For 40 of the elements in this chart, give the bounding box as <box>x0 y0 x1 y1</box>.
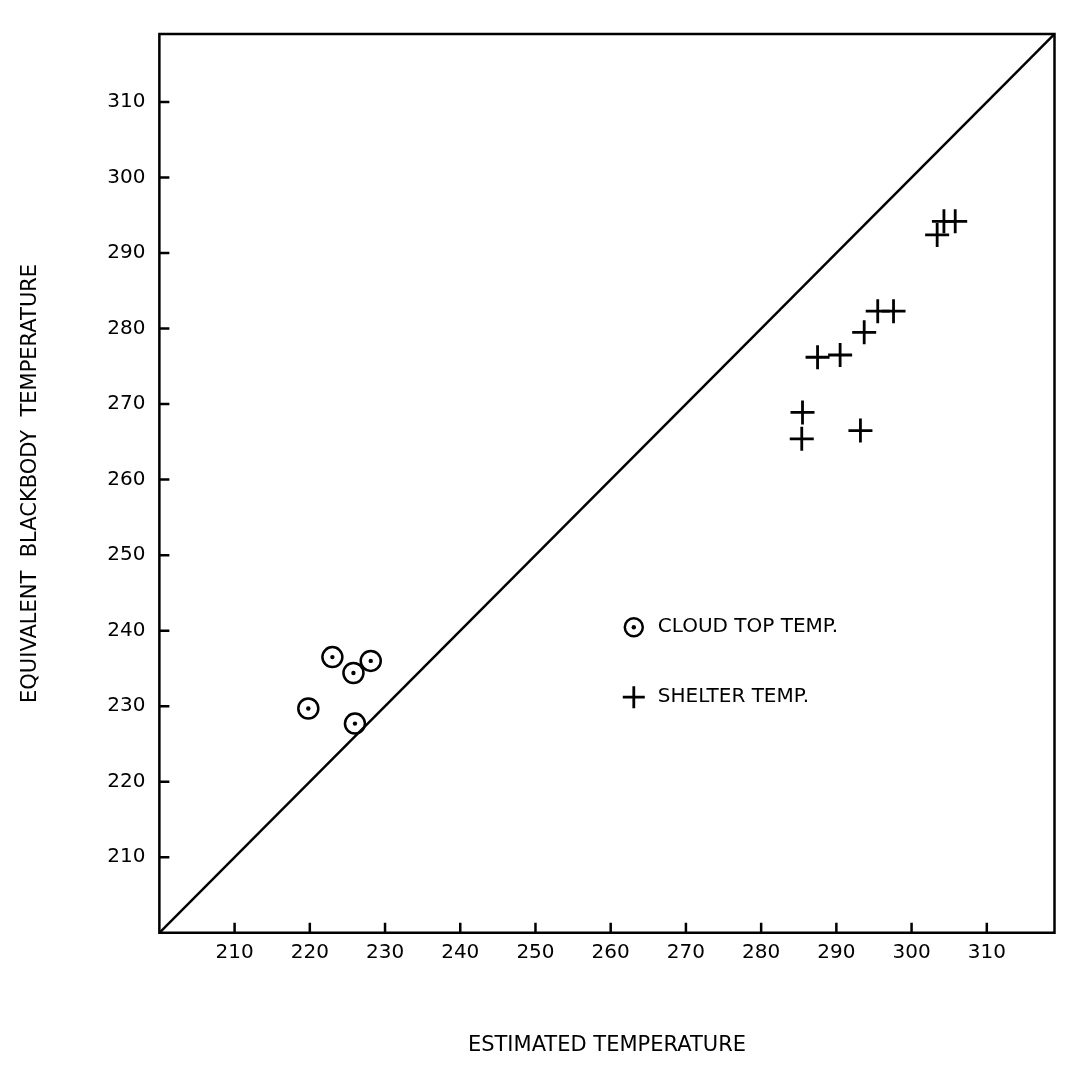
y-tick-label: 290 <box>107 239 146 264</box>
y-tick-label: 210 <box>107 843 146 868</box>
x-tick-label: 240 <box>441 939 480 963</box>
x-tick-label: 250 <box>516 939 555 963</box>
x-tick-label: 230 <box>365 939 405 963</box>
y-tick-label: 230 <box>107 692 146 717</box>
legend-label: CLOUD TOP TEMP. <box>657 613 839 638</box>
y-tick-label: 270 <box>107 390 146 415</box>
x-tick-label: 310 <box>967 939 1006 963</box>
point <box>925 222 950 247</box>
point <box>790 400 815 425</box>
point <box>848 418 873 443</box>
point <box>297 697 320 720</box>
x-axis-title: ESTIMATED TEMPERATURE <box>467 1031 746 1056</box>
point <box>342 661 365 685</box>
point <box>805 345 830 370</box>
x-tick-label: 280 <box>742 939 781 963</box>
y-tick-label: 220 <box>107 767 146 792</box>
x-tick-label: 270 <box>666 939 706 963</box>
x-tick-label: 210 <box>215 939 254 963</box>
x-tick-label: 260 <box>591 939 630 963</box>
y-tick-label: 260 <box>107 465 146 490</box>
y-tick-label: 280 <box>107 314 146 339</box>
point <box>789 426 814 451</box>
y-tick-label: 300 <box>107 163 146 188</box>
y-tick-label: 310 <box>107 88 146 113</box>
point <box>828 343 853 367</box>
point <box>321 645 344 669</box>
point <box>852 320 877 345</box>
point <box>881 299 906 324</box>
point <box>343 712 367 735</box>
y-axis-title: EQUIVALENT BLACKBODY TEMPERATURE <box>17 263 42 703</box>
x-tick-label: 220 <box>290 939 329 963</box>
point <box>359 649 382 673</box>
legend-label: SHELTER TEMP. <box>657 683 810 708</box>
x-tick-label: 290 <box>817 939 856 963</box>
y-tick-label: 250 <box>107 541 146 566</box>
y-tick-label: 240 <box>107 616 146 641</box>
point <box>943 209 968 234</box>
x-tick-label: 300 <box>892 939 931 963</box>
